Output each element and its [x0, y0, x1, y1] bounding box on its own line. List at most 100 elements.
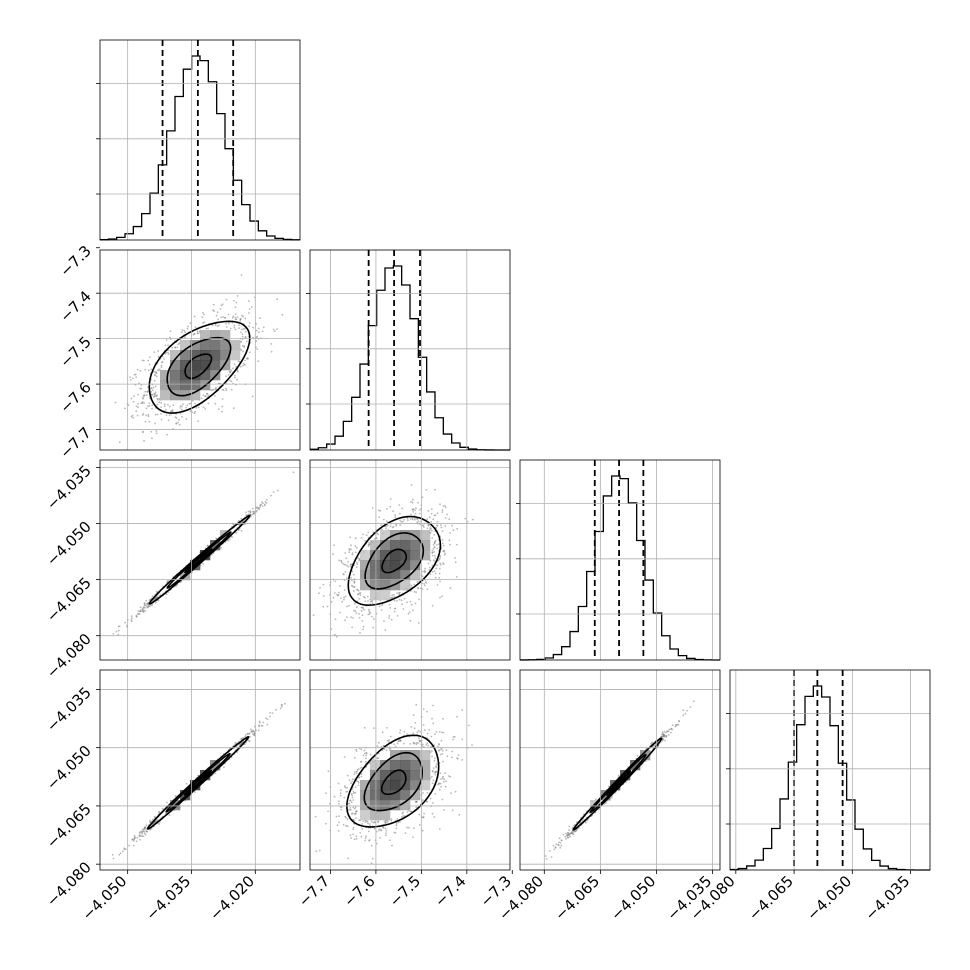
- scatter-point: [349, 799, 352, 802]
- histogram-panel-1: [310, 250, 510, 451]
- scatter-point: [161, 361, 163, 364]
- scatter-point: [235, 318, 238, 321]
- scatter-point: [421, 745, 424, 748]
- density-cell: [420, 770, 431, 781]
- density-cell: [210, 340, 221, 351]
- density-cell: [420, 550, 431, 561]
- scatter-point: [141, 359, 144, 362]
- scatter-point: [380, 528, 383, 531]
- scatter-point: [214, 402, 217, 405]
- scatter-point: [562, 833, 565, 836]
- scatter-point: [368, 608, 370, 611]
- scatter-point: [409, 518, 412, 520]
- scatter-point: [275, 708, 277, 711]
- scatter-point: [668, 728, 671, 731]
- scatter-point: [152, 386, 155, 389]
- scatter-point: [560, 839, 563, 842]
- scatter-point: [567, 833, 570, 835]
- density-cell: [370, 560, 381, 571]
- scatter-point: [406, 826, 408, 829]
- scatter-point: [394, 745, 397, 748]
- density-cell: [380, 560, 391, 571]
- scatter-point: [432, 722, 435, 725]
- scatter-point: [280, 704, 283, 706]
- scatter-point: [433, 542, 436, 545]
- density-cell: [180, 380, 191, 391]
- scatter-point: [140, 402, 143, 404]
- density-cell: [370, 540, 381, 551]
- scatter-point: [354, 812, 357, 815]
- scatter-point: [410, 513, 412, 516]
- scatter-point: [340, 560, 343, 563]
- scatter-point: [146, 830, 149, 833]
- scatter-point: [388, 615, 391, 617]
- scatter-point: [426, 588, 429, 590]
- density-cell: [380, 580, 391, 591]
- scatter-point: [270, 350, 273, 353]
- scatter-point: [240, 274, 243, 276]
- scatter-point: [130, 397, 133, 400]
- scatter-point: [402, 815, 405, 817]
- scatter-point: [202, 322, 205, 324]
- scatter-point: [252, 512, 255, 515]
- density-cell: [400, 580, 411, 591]
- histogram-panel-3: [730, 670, 930, 871]
- scatter-point: [377, 741, 380, 744]
- scatter-point: [451, 524, 454, 527]
- scatter-point: [187, 325, 189, 328]
- x-tick-label: −4.035: [861, 872, 913, 924]
- scatter-point: [383, 620, 385, 623]
- scatter-point: [354, 806, 357, 809]
- scatter-point: [393, 743, 396, 746]
- scatter-point: [130, 620, 133, 622]
- scatter-point: [225, 375, 228, 378]
- scatter-point: [236, 295, 239, 297]
- density-cell: [630, 760, 641, 771]
- scatter-point: [164, 352, 166, 355]
- scatter-point: [257, 729, 260, 732]
- scatter-point: [348, 779, 351, 782]
- scatter-point: [345, 557, 348, 559]
- scatter-point: [443, 554, 446, 556]
- scatter-point: [389, 607, 392, 609]
- scatter-point: [143, 830, 146, 833]
- scatter-point: [361, 619, 364, 622]
- scatter-point: [154, 392, 156, 395]
- scatter-point: [134, 373, 137, 376]
- scatter-point: [252, 510, 255, 513]
- scatter-point: [257, 360, 260, 363]
- scatter-point: [249, 511, 252, 513]
- scatter-point: [326, 605, 329, 608]
- scatter-point: [251, 507, 254, 510]
- scatter-point: [277, 489, 279, 492]
- scatter-point: [265, 717, 267, 719]
- scatter-point: [352, 833, 354, 836]
- scatter-point: [352, 806, 355, 809]
- scatter-point: [377, 820, 380, 823]
- density-cell: [390, 790, 401, 801]
- scatter-point: [171, 346, 174, 349]
- scatter-point: [141, 610, 144, 613]
- scatter-point: [431, 537, 434, 539]
- scatter-point: [386, 524, 389, 527]
- scatter-point: [354, 791, 357, 794]
- scatter-point: [343, 589, 346, 591]
- scatter-panel-1-0: [114, 274, 284, 450]
- scatter-point: [236, 369, 239, 372]
- scatter-point: [436, 512, 439, 515]
- scatter-points: [114, 274, 284, 450]
- scatter-point: [417, 742, 419, 745]
- scatter-point: [341, 600, 344, 603]
- scatter-point: [244, 335, 247, 338]
- scatter-point: [256, 509, 258, 512]
- scatter-point: [145, 824, 148, 827]
- scatter-point: [238, 324, 241, 327]
- scatter-point: [185, 406, 188, 409]
- scatter-point: [251, 395, 254, 398]
- scatter-point: [435, 544, 438, 546]
- scatter-point: [548, 850, 551, 852]
- density-cell: [410, 570, 421, 581]
- density-cell: [390, 570, 401, 581]
- scatter-point: [418, 824, 421, 826]
- scatter-point: [364, 839, 367, 842]
